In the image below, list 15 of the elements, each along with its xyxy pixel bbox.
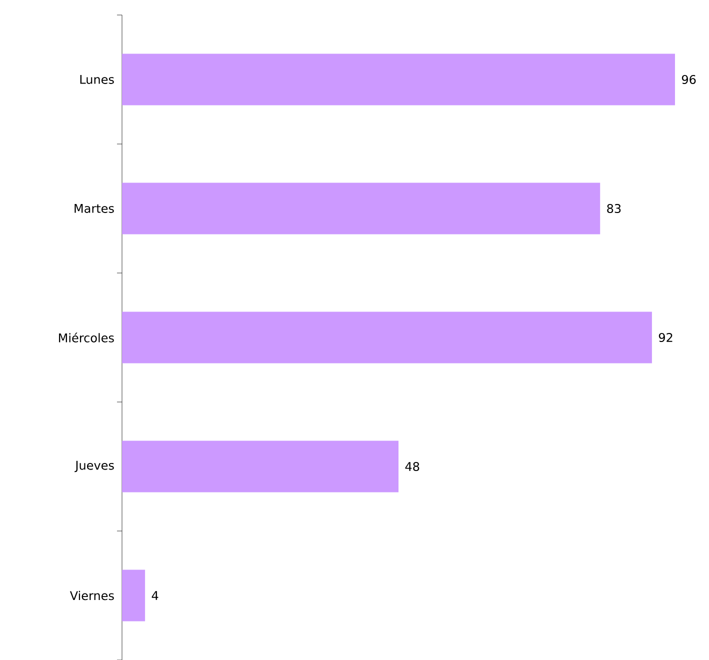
y-tick-label: Martes (74, 204, 114, 213)
data-label: 83 (607, 204, 621, 214)
data-label: 4 (152, 591, 158, 600)
bar (122, 570, 146, 622)
bar (122, 440, 398, 492)
bar (122, 312, 652, 364)
bar (122, 54, 675, 106)
bar (122, 182, 600, 234)
data-label: 92 (658, 332, 672, 342)
data-label: 48 (405, 462, 420, 472)
y-tick-label: Miércoles (59, 332, 114, 342)
y-tick-label: Viernes (70, 590, 114, 600)
y-tick-label: Lunes (80, 75, 114, 84)
data-label: 96 (682, 74, 696, 84)
y-tick-label: Jueves (74, 460, 114, 472)
